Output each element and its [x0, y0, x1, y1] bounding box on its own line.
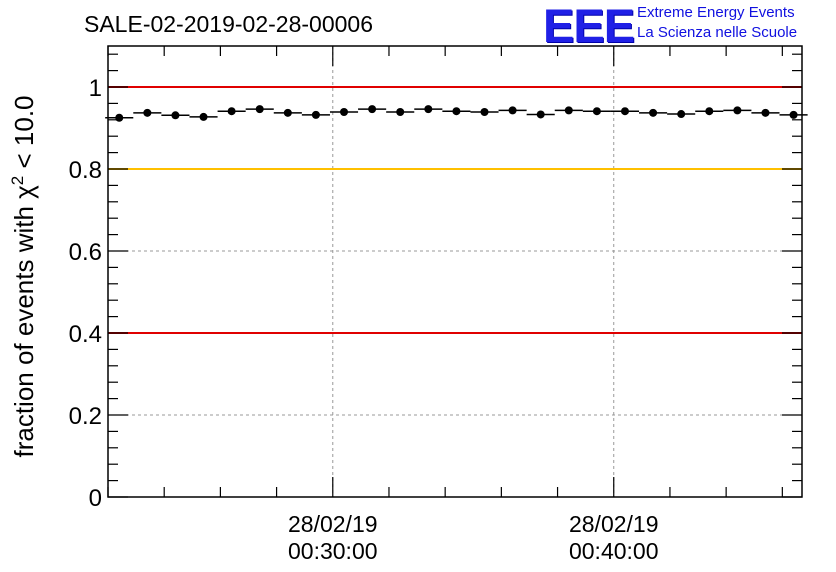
logo-caption: Extreme Energy Events La Scienza nelle S… [637, 3, 797, 43]
data-point [733, 106, 742, 115]
data-point [368, 105, 377, 114]
data-point [536, 110, 545, 119]
data-point [564, 106, 573, 115]
eee-logo: EEE [543, 0, 635, 52]
x-tick-label-time: 00:40:00 [569, 538, 659, 564]
data-point [143, 108, 152, 117]
data-point [227, 107, 236, 116]
data-point [199, 112, 208, 121]
y-tick-label: 0.2 [69, 403, 102, 430]
logo-line-2: La Scienza nelle Scuole [637, 24, 798, 41]
y-tick-label: 0.8 [69, 157, 102, 184]
axis-labels: 00.20.40.60.8128/02/1900:30:0028/02/1900… [69, 75, 659, 564]
data-point [424, 105, 433, 114]
data-point [283, 108, 292, 117]
data-point [396, 108, 405, 117]
data-point [649, 108, 658, 117]
data-point [761, 108, 770, 117]
y-axis-label-symbol: χ [9, 185, 39, 199]
data-point [508, 106, 517, 115]
data-point [620, 107, 629, 116]
y-axis-label-post: < 10.0 [9, 95, 39, 175]
data-point [592, 107, 601, 116]
data-point [311, 110, 320, 119]
x-tick-label-time: 00:30:00 [288, 538, 378, 564]
x-tick-label-date: 28/02/19 [569, 511, 659, 537]
reference-lines [108, 86, 802, 334]
data-series [105, 105, 808, 122]
data-point [789, 110, 798, 119]
data-point [480, 108, 489, 117]
data-point [255, 105, 264, 114]
logo-line-1: Extreme Energy Events [637, 4, 795, 21]
y-tick-label: 1 [89, 75, 102, 102]
y-axis-label-superscript: 2 [8, 176, 27, 185]
data-point [677, 110, 686, 119]
data-point [171, 111, 180, 120]
chart-title: SALE-02-2019-02-28-00006 [84, 11, 373, 37]
data-point [705, 107, 714, 116]
axis-ticks [107, 46, 802, 498]
y-axis-label-pre: fraction of events with [9, 199, 39, 458]
y-tick-label: 0.4 [69, 321, 102, 348]
y-tick-label: 0 [89, 485, 102, 512]
data-point [115, 113, 124, 122]
x-tick-label-date: 28/02/19 [288, 511, 378, 537]
y-tick-label: 0.6 [69, 239, 102, 266]
plot-frame [107, 45, 803, 498]
y-axis-label: fraction of events with χ2 < 10.0 [8, 95, 39, 457]
data-point [340, 108, 349, 117]
data-point [452, 107, 461, 116]
